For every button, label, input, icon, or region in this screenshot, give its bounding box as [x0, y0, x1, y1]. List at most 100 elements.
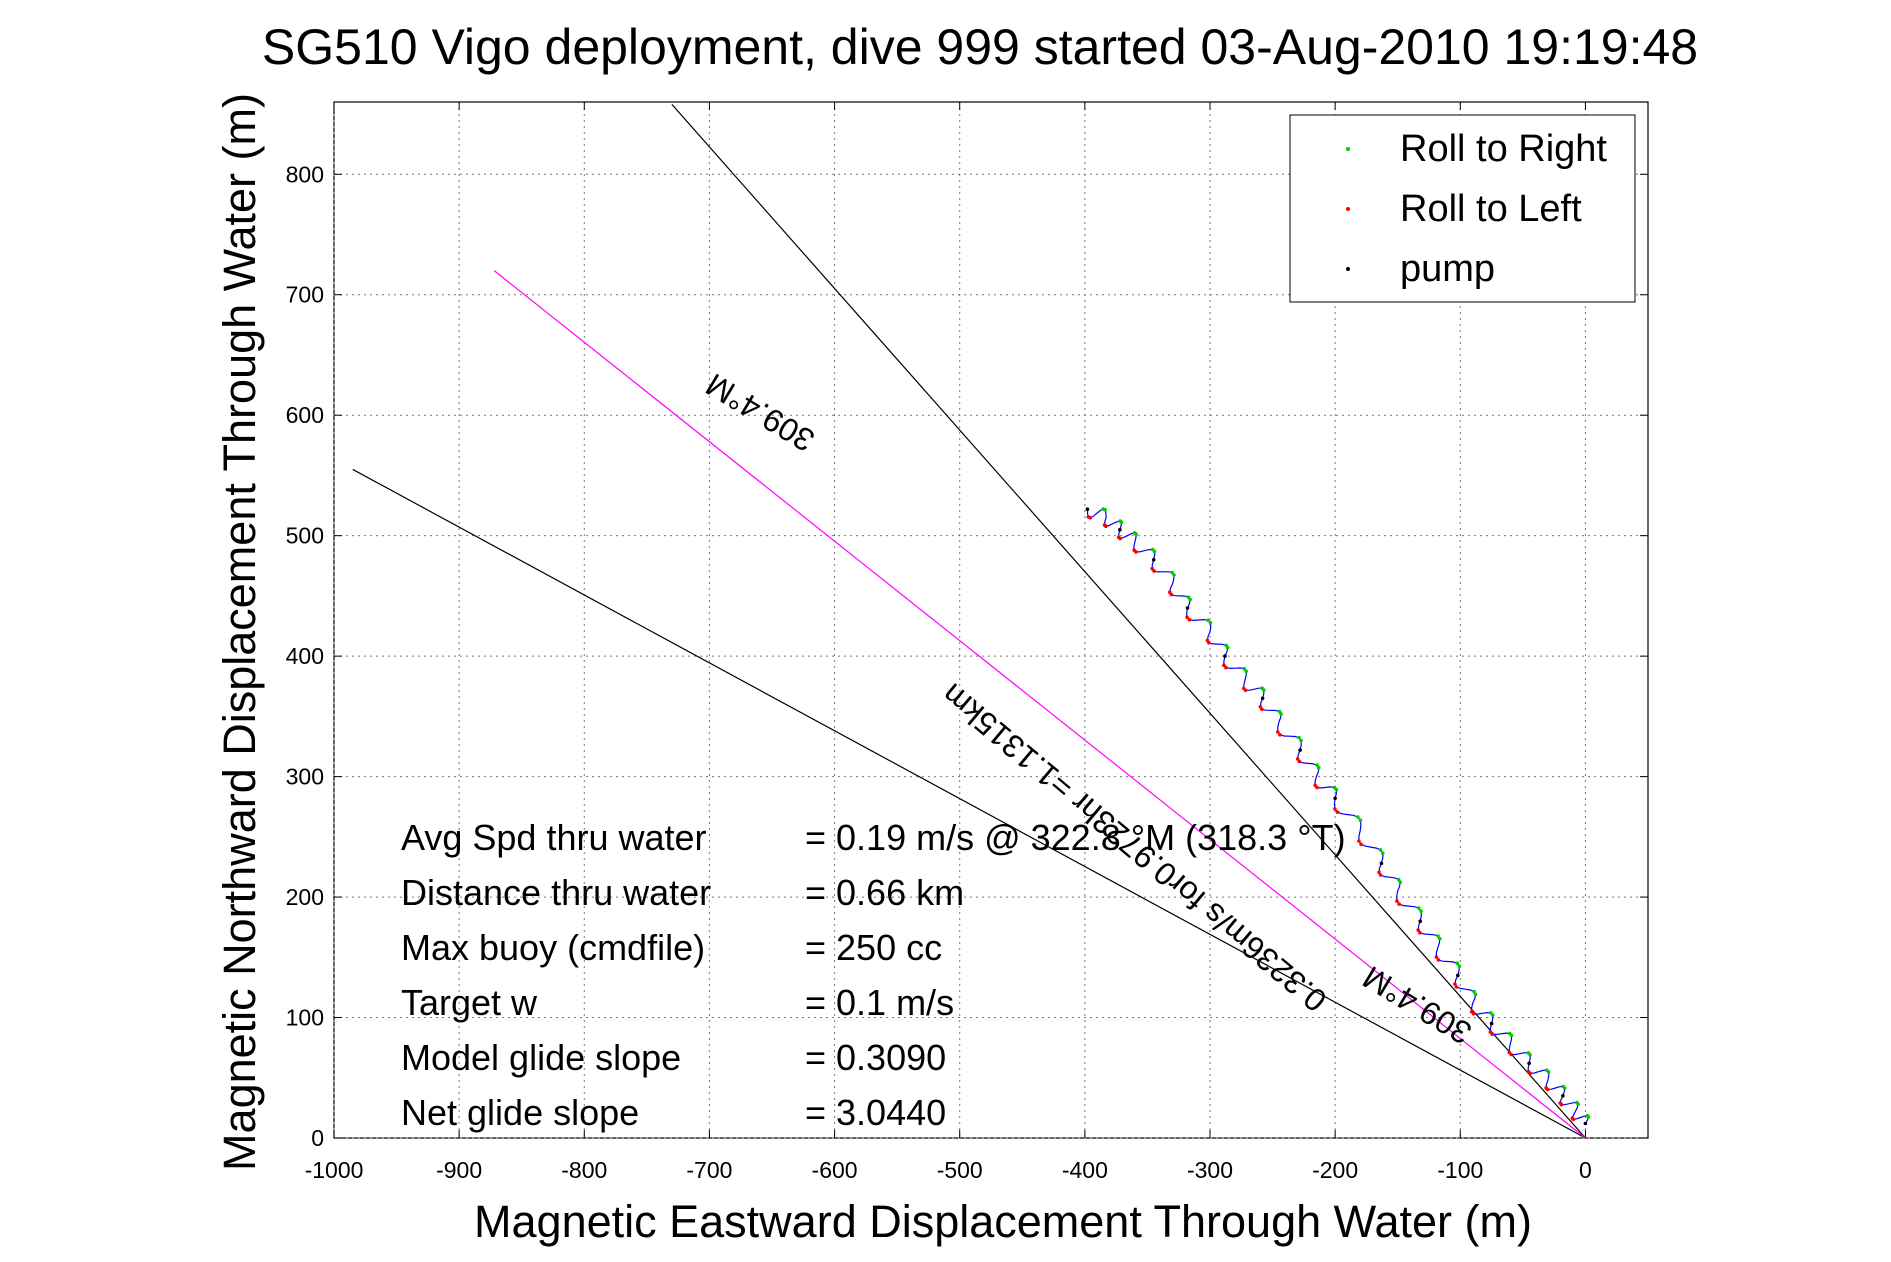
- y-tick-label: 600: [286, 402, 324, 428]
- track-point: [1561, 1094, 1565, 1098]
- track-point: [1206, 618, 1210, 623]
- stat-label: Net glide slope: [401, 1092, 639, 1133]
- stat-label: Avg Spd thru water: [401, 817, 707, 858]
- x-tick-label: -400: [1062, 1157, 1108, 1183]
- track-point: [1561, 1084, 1565, 1089]
- stat-label: Model glide slope: [401, 1037, 681, 1078]
- track-point: [1357, 839, 1361, 843]
- track-point: [1118, 527, 1122, 532]
- y-tick-label: 500: [286, 523, 324, 549]
- legend-marker: [1346, 207, 1350, 211]
- track-point: [1419, 909, 1423, 913]
- x-tick-label: -500: [937, 1157, 983, 1183]
- track-point: [1469, 1009, 1474, 1014]
- x-tick-label: -700: [686, 1157, 732, 1183]
- x-tick-label: -800: [561, 1157, 607, 1183]
- track-point: [1527, 1061, 1531, 1066]
- track-point: [1208, 620, 1213, 625]
- track-point: [1457, 964, 1461, 968]
- glider-track: [1085, 507, 1591, 1126]
- track-point: [1260, 686, 1264, 690]
- track-point: [1417, 906, 1421, 910]
- stat-value: = 250 cc: [805, 927, 942, 968]
- track-point: [1297, 759, 1302, 764]
- track-point: [1276, 730, 1280, 734]
- track-point: [1313, 783, 1317, 788]
- track-point: [1315, 763, 1319, 767]
- grid: [333, 102, 1648, 1139]
- track-point: [1396, 877, 1401, 882]
- track-point: [1489, 1011, 1493, 1015]
- track-point: [1489, 1021, 1494, 1026]
- track-point: [1332, 785, 1337, 790]
- track-point: [1507, 1050, 1512, 1055]
- track-point: [1116, 535, 1121, 540]
- x-tick-label: -600: [812, 1157, 858, 1183]
- track-point: [1101, 507, 1105, 511]
- legend: Roll to Right Roll to Left pump: [1289, 114, 1636, 303]
- x-axis-label: Magnetic Eastward Displacement Through W…: [474, 1196, 1532, 1247]
- track-point: [1438, 936, 1442, 941]
- track-point: [1260, 696, 1265, 701]
- track-point: [1416, 928, 1420, 932]
- reference-lines: [352, 104, 1586, 1139]
- legend-marker: [1346, 147, 1350, 151]
- track-point: [1455, 961, 1459, 965]
- track-point: [1297, 735, 1301, 740]
- track-point: [1585, 1113, 1590, 1118]
- track-point: [1224, 665, 1228, 670]
- track-point: [1418, 931, 1422, 935]
- track-point: [1185, 615, 1189, 620]
- legend-marker: [1346, 267, 1350, 271]
- legend-label: Roll to Right: [1400, 128, 1607, 170]
- track-point: [1436, 958, 1441, 962]
- track-point: [1085, 507, 1090, 512]
- track-point: [1378, 848, 1383, 852]
- track-point: [1488, 1030, 1493, 1034]
- x-tick-label: -100: [1437, 1157, 1483, 1183]
- legend-label: Roll to Left: [1400, 188, 1582, 230]
- stat-value: = 0.3090: [805, 1037, 946, 1078]
- track-point: [1453, 982, 1457, 986]
- track-point: [1454, 985, 1459, 989]
- track-point: [1102, 523, 1107, 527]
- track-point: [1186, 595, 1191, 599]
- y-axis-label: Magnetic Northward Displacement Through …: [214, 93, 265, 1171]
- reference-line-2: [352, 468, 1586, 1139]
- x-tick-label: -300: [1187, 1157, 1233, 1183]
- track-point: [1170, 570, 1174, 575]
- track-point: [1335, 810, 1340, 814]
- track-point: [1244, 669, 1248, 673]
- track-point: [1277, 709, 1282, 714]
- track-point: [1187, 617, 1192, 622]
- track-point: [1398, 880, 1402, 884]
- track-point: [1356, 815, 1360, 819]
- track-point: [1151, 558, 1156, 562]
- track-point: [1456, 973, 1460, 978]
- track-point: [1358, 818, 1363, 822]
- track-point: [1558, 1101, 1562, 1105]
- track-point: [1172, 573, 1176, 577]
- track-point: [1570, 1116, 1575, 1120]
- track-point: [1132, 531, 1137, 535]
- track-point: [1507, 1031, 1512, 1036]
- track-point: [1150, 547, 1155, 552]
- track-point: [1473, 992, 1478, 997]
- y-tick-label: 0: [311, 1125, 324, 1151]
- track-point: [1544, 1068, 1549, 1072]
- stat-label: Target w: [401, 982, 538, 1023]
- track-point: [1544, 1086, 1548, 1090]
- reference-line-3: [493, 270, 1586, 1139]
- track-point: [1295, 757, 1300, 761]
- y-tick-label: 800: [286, 161, 324, 187]
- y-tick-label: 200: [286, 884, 324, 910]
- y-tick-label: 300: [286, 764, 324, 790]
- track-point: [1205, 638, 1210, 643]
- x-tick-label: -900: [436, 1157, 482, 1183]
- track-point: [1185, 606, 1190, 610]
- track-point: [1472, 989, 1476, 994]
- stat-value: = 3.0440: [805, 1092, 946, 1133]
- track-point: [1526, 1051, 1531, 1055]
- stat-label: Max buoy (cmdfile): [401, 927, 705, 968]
